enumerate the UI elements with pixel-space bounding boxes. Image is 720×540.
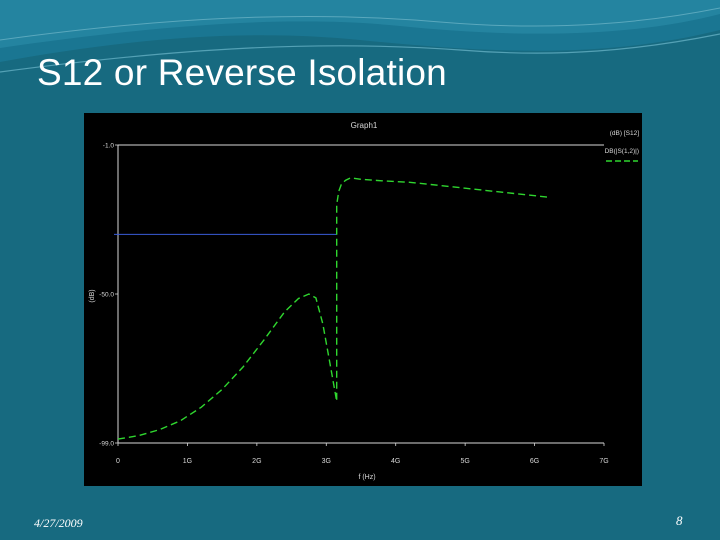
footer-date: 4/27/2009	[34, 516, 83, 530]
y-tick-label: -99.0	[99, 441, 114, 448]
y-tick-label: -1.0	[103, 143, 115, 150]
x-tick-label: 2G	[252, 458, 261, 465]
legend-header: (dB) [S12]	[610, 130, 639, 137]
x-tick-label: 4G	[391, 458, 400, 465]
legend-entry-label: DB(|S(1,2)|)	[605, 148, 639, 155]
x-axis-label: f (Hz)	[358, 474, 375, 481]
x-tick-label: 3G	[322, 458, 331, 465]
header-wave-highlight-2	[0, 7, 720, 41]
y-tick-label: -50.0	[99, 292, 114, 299]
chart-axes	[117, 144, 604, 444]
x-tick-label: 6G	[530, 458, 539, 465]
series-line	[117, 177, 549, 440]
chart-ticks: 0 1G 2G 3G 4G 5G 6G 7G -1.0 -50.0 -99.0	[99, 143, 609, 466]
x-tick-label: 0	[116, 458, 120, 465]
chart-title: Graph1	[351, 121, 378, 130]
header-wave-light	[0, 0, 720, 48]
slide-title: S12 or Reverse Isolation	[37, 52, 447, 93]
x-tick-label: 1G	[183, 458, 192, 465]
y-axis-label: (dB)	[89, 289, 96, 302]
x-tick-label: 7G	[599, 458, 608, 465]
page-number: 8	[676, 513, 683, 528]
header-wave-highlight	[0, 33, 720, 73]
legend: DB(|S(1,2)|)	[605, 148, 639, 162]
chart-panel: 0 1G 2G 3G 4G 5G 6G 7G -1.0 -50.0 -99.0 Graph1 f (…	[84, 113, 642, 486]
line-chart: 0 1G 2G 3G 4G 5G 6G 7G -1.0 -50.0 -99.0 Graph1 f (…	[89, 121, 639, 481]
chart-series	[114, 177, 549, 440]
x-tick-label: 5G	[460, 458, 469, 465]
